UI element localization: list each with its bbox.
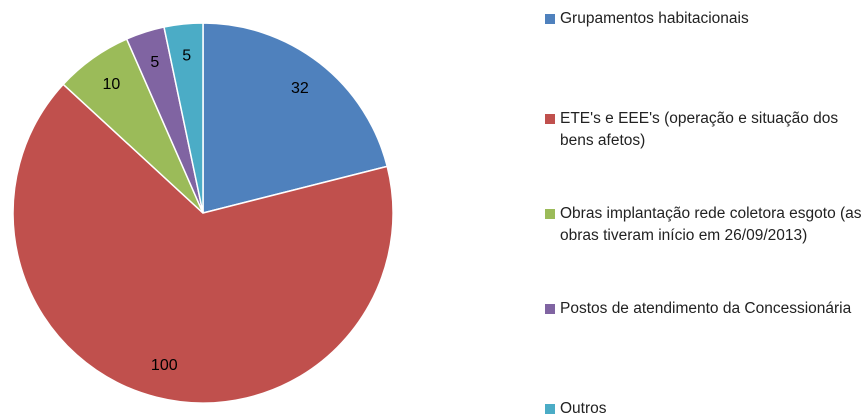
data-label: 5	[182, 47, 191, 64]
pie-slice	[202, 22, 389, 214]
legend-item: Postos de atendimento da Concessionária	[545, 298, 863, 320]
data-label: 32	[291, 80, 309, 97]
legend-item: Outros	[545, 398, 863, 420]
pie-slice	[12, 83, 394, 404]
legend-swatch	[545, 404, 555, 414]
legend-label: Outros	[560, 400, 607, 417]
data-label: 10	[102, 76, 120, 93]
legend-label: Obras implantação rede coletora esgoto (…	[560, 205, 862, 244]
legend-item: ETE's e EEE's (operação e situação dos b…	[545, 108, 863, 152]
legend-swatch	[545, 209, 555, 219]
legend-label: Grupamentos habitacionais	[560, 10, 749, 27]
legend-swatch	[545, 114, 555, 124]
data-label: 5	[150, 54, 159, 71]
chart: 32 100 10 5 5	[12, 22, 394, 404]
legend-swatch	[545, 14, 555, 24]
legend-item: Obras implantação rede coletora esgoto (…	[545, 203, 863, 247]
legend-swatch	[545, 304, 555, 314]
legend-item: Grupamentos habitacionais	[545, 8, 863, 30]
pie-slice	[163, 22, 204, 214]
legend-label: ETE's e EEE's (operação e situação dos b…	[560, 110, 839, 149]
legend-label: Postos de atendimento da Concessionária	[560, 300, 852, 317]
data-label: 100	[151, 357, 178, 374]
